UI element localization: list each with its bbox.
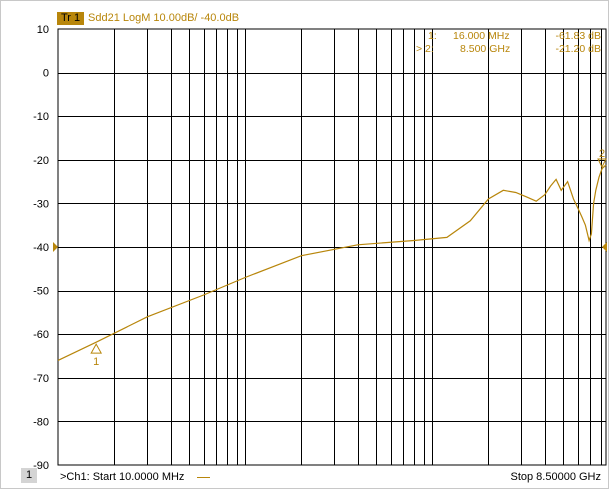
marker-1-value: -61.83 dB (555, 30, 601, 42)
y-tick-label: -90 (33, 460, 49, 472)
marker-label: 2 (599, 148, 605, 160)
marker-triangle (597, 158, 607, 169)
y-tick-label: -70 (33, 373, 49, 385)
start-frequency: >Ch1: Start 10.0000 MHz (60, 471, 185, 483)
marker-1-freq: 16.000 MHz (453, 30, 510, 42)
trace-legend-line (197, 477, 210, 478)
y-tick-label: -60 (33, 329, 49, 341)
marker-1-id: 1: (428, 30, 437, 42)
y-tick-label: -50 (33, 286, 49, 298)
y-tick-label: -40 (33, 242, 49, 254)
reference-marker-left (53, 242, 58, 252)
marker-2-id: > 2: (416, 43, 434, 55)
trace-title: Sdd21 LogM 10.00dB/ -40.0dB (88, 12, 240, 24)
y-tick-label: -30 (33, 198, 49, 210)
y-tick-label: -10 (33, 111, 49, 123)
stop-frequency: Stop 8.50000 GHz (510, 471, 601, 483)
trace-badge[interactable]: Tr 1 (57, 12, 85, 25)
marker-2-freq: 8.500 GHz (460, 43, 511, 55)
y-tick-label: 10 (37, 24, 49, 36)
marker-2-value: -21.20 dB (555, 43, 601, 55)
y-tick-label: 0 (43, 68, 49, 80)
trace-sdd21 (57, 164, 607, 361)
y-tick-label: -80 (33, 416, 49, 428)
reference-marker-right (602, 242, 607, 252)
marker-triangle (90, 343, 103, 354)
channel-button[interactable]: 1 (21, 468, 37, 483)
marker-label: 1 (93, 356, 99, 368)
y-tick-label: -20 (33, 155, 49, 167)
